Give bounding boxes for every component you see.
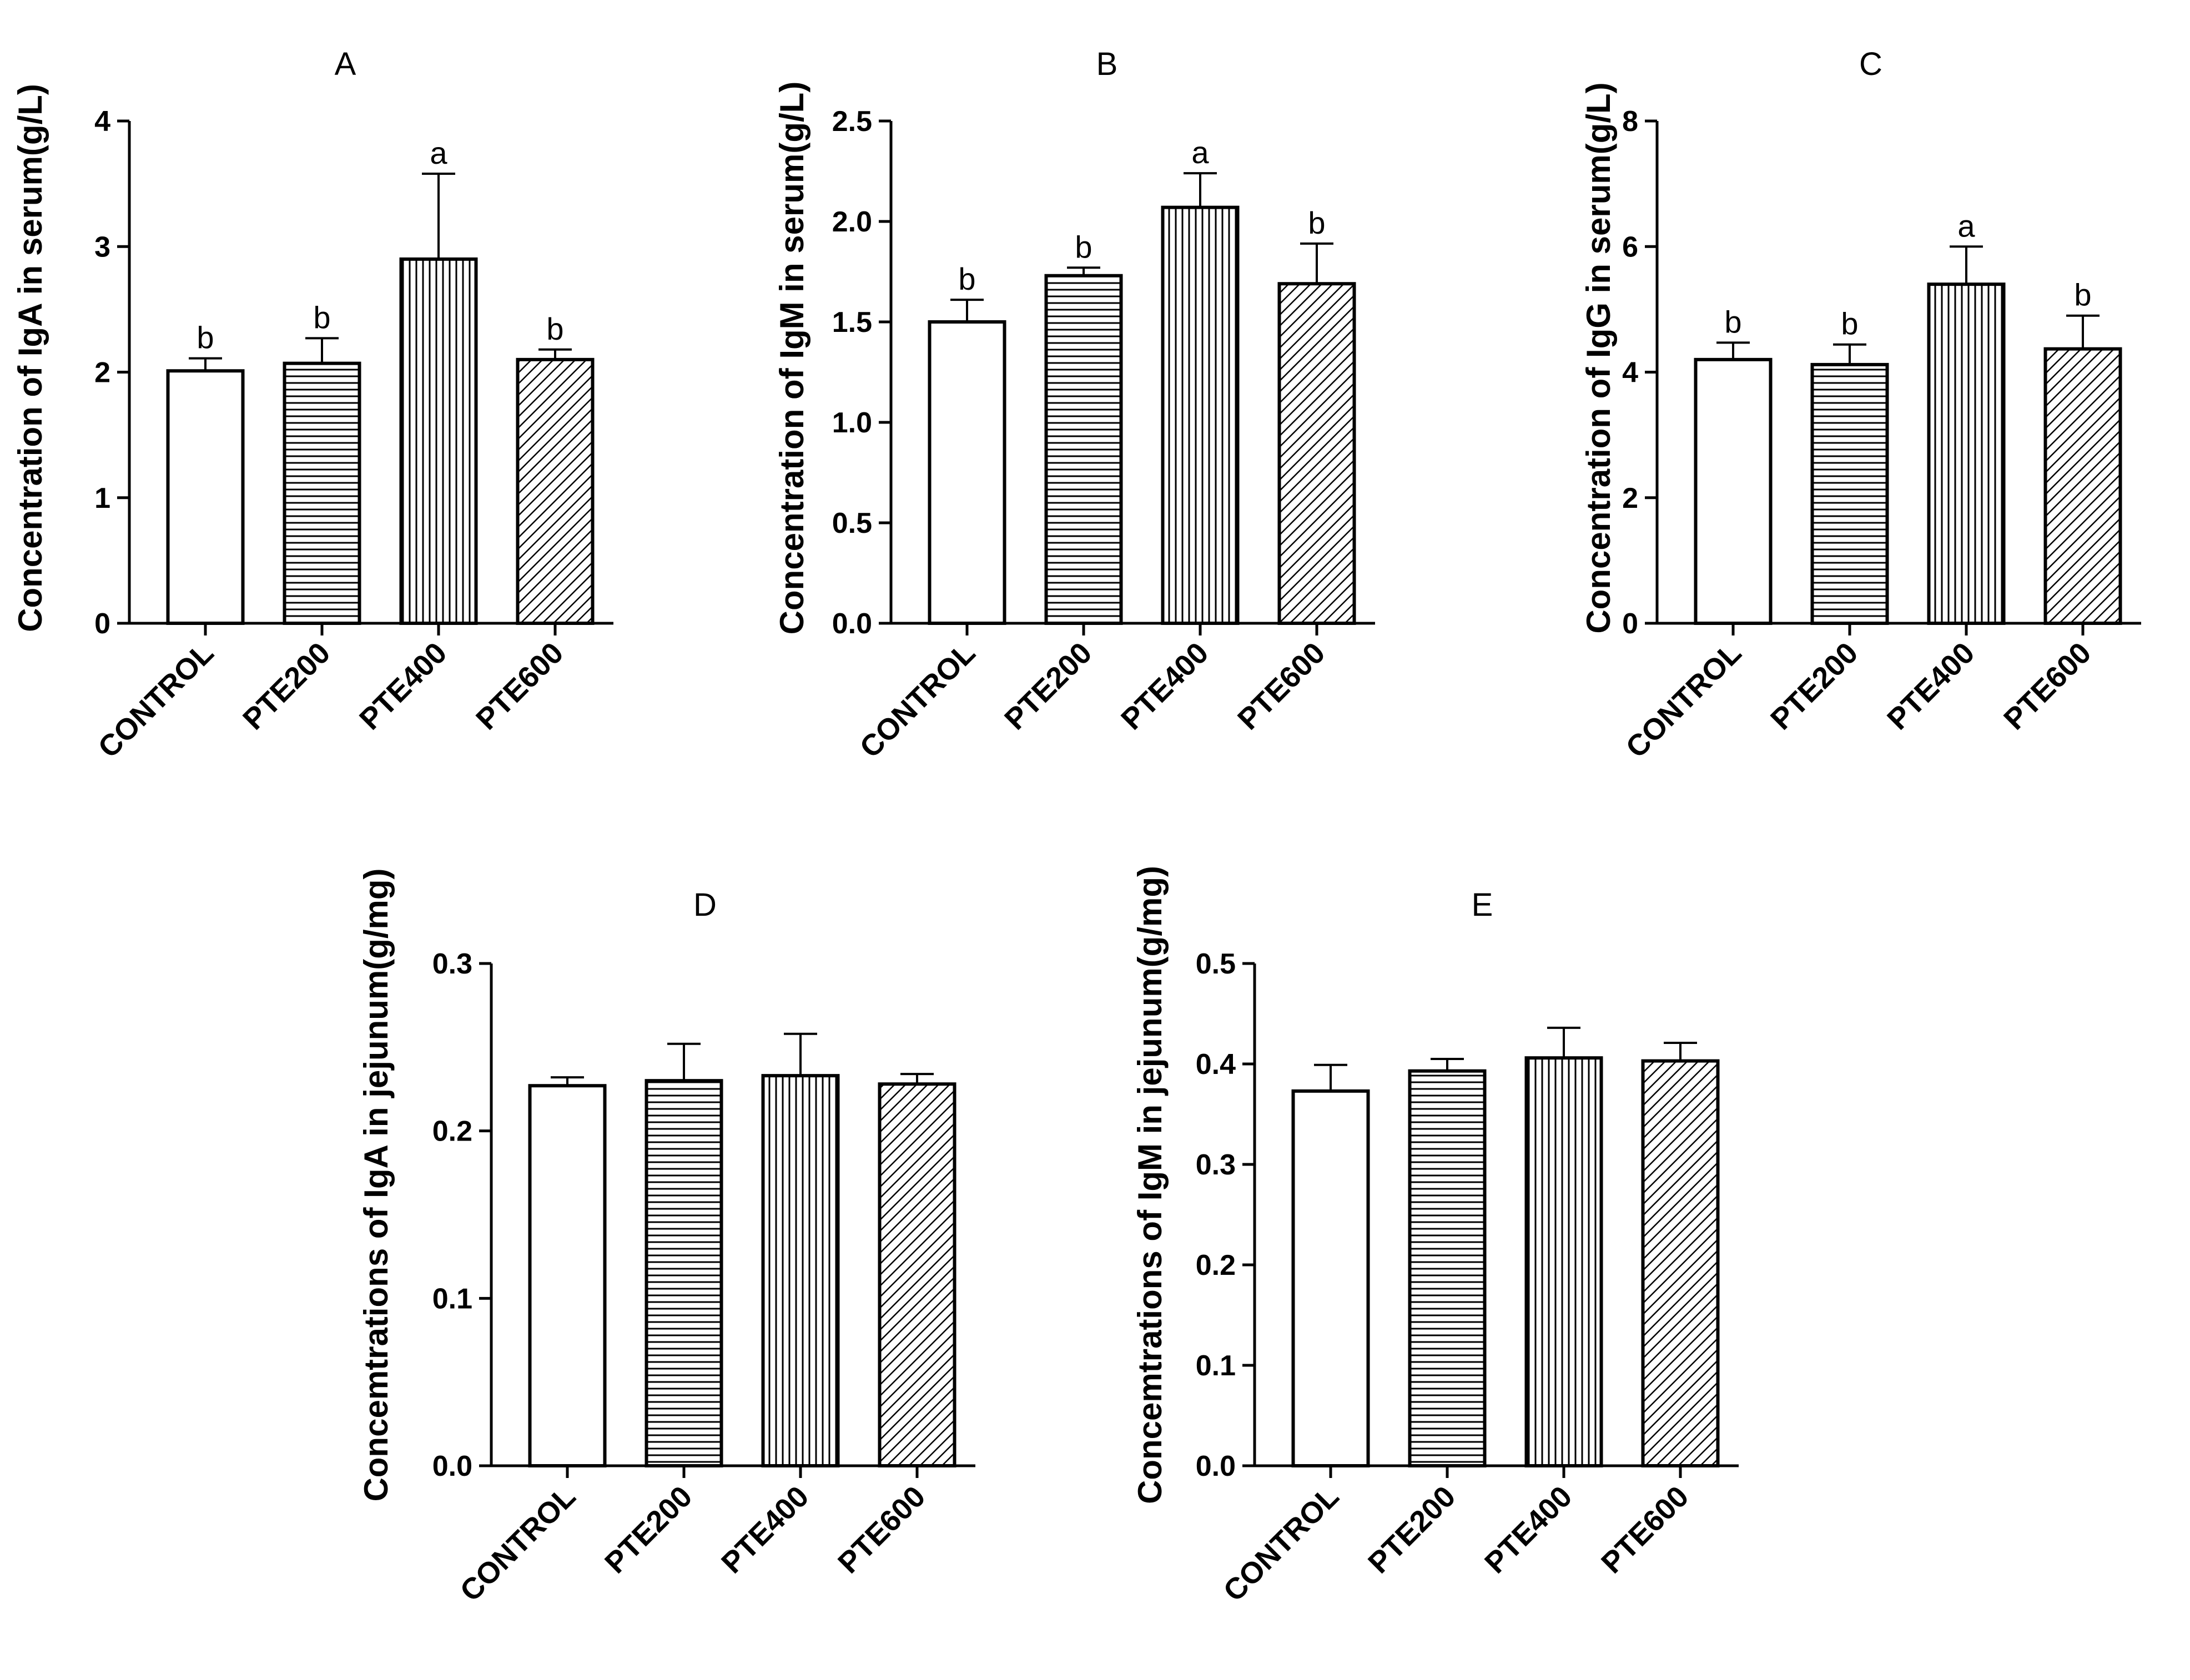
chart-panel-c: C Concentration of IgG in serum(g/L) 0 2 4 6 8… [1580,46,2141,764]
x-tick-label: PTE600 [832,1480,932,1580]
x-tick-label: CONTROL [1217,1480,1345,1608]
chart-title: B [1096,46,1118,82]
y-tick-label: 2 [94,357,110,389]
x-tick-label: PTE400 [1478,1480,1578,1580]
significance-label: b [1075,229,1092,264]
y-tick-label: 0.1 [432,1283,472,1315]
chart-title: C [1859,46,1882,82]
x-tick-label: CONTROL [1619,636,1748,764]
significance-label: b [958,261,975,296]
y-tick-label: 0.2 [432,1116,472,1148]
chart-title: D [693,887,717,923]
bar-control [928,320,1006,625]
bar-pte400 [1524,1056,1603,1467]
x-tick-label: PTE600 [470,636,570,736]
y-axis-label: Concemtrations of IgM in jejunum(g/mg) [1131,866,1169,1504]
bar-pte600 [1641,1059,1720,1467]
significance-label: b [1841,306,1858,341]
x-tick-label: PTE400 [1881,636,1981,736]
chart-panel-e: E Concemtrations of IgM in jejunum(g/mg) 0… [1131,866,1739,1608]
y-tick-label: 0.0 [832,608,872,640]
y-tick-label: 0.3 [432,948,472,980]
y-tick-label: 2 [1622,482,1638,514]
bar-pte400 [761,1074,840,1468]
bar-control [166,369,245,625]
y-axis-label: Concemtrations of IgA in jejunum(g/mg) [358,868,395,1501]
y-tick-label: 0.0 [432,1450,472,1482]
x-tick-label: PTE400 [715,1480,815,1580]
significance-label: a [1957,208,1975,243]
significance-label: b [1308,205,1325,240]
significance-label: b [546,311,563,346]
bar-pte200 [283,361,361,625]
y-tick-label: 3 [94,231,110,263]
bar-pte400 [399,257,478,625]
y-tick-label: 0.1 [1196,1350,1236,1382]
x-tick-label: PTE200 [1764,636,1864,736]
y-tick-label: 0.5 [832,507,872,539]
x-tick-label: CONTROL [853,636,981,764]
chart-title: A [335,46,356,82]
y-tick-label: 2.0 [832,206,872,238]
y-tick-label: 1.5 [832,306,872,339]
y-tick-label: 0.0 [1196,1450,1236,1482]
y-tick-label: 0.5 [1196,948,1236,980]
y-tick-label: 4 [94,105,110,138]
bar-pte400 [1161,205,1240,625]
x-tick-label: PTE200 [236,636,336,736]
bar-pte200 [1810,362,1889,625]
chart-panel-a: A Concentration of IgA in serum(g/L) 0 1 2 3 4… [12,46,613,764]
chart-title: E [1472,887,1493,923]
y-tick-label: 8 [1622,105,1638,138]
y-axis-label: Concentration of IgG in serum(g/L) [1580,82,1617,633]
y-tick-label: 0.3 [1196,1149,1236,1181]
significance-label: a [430,135,447,170]
x-tick-label: PTE600 [1595,1480,1695,1580]
bar-pte600 [2043,347,2122,625]
bar-pte600 [1277,282,1356,625]
x-tick-label: PTE600 [1997,636,2097,736]
y-tick-label: 4 [1622,357,1638,389]
significance-label: b [2074,278,2091,312]
x-tick-label: PTE600 [1231,636,1331,736]
y-axis-label: Concentration of IgM in serum(g/L) [773,82,810,635]
bar-pte400 [1927,282,2006,625]
bar-control [1694,357,1773,625]
bar-pte200 [1044,274,1123,625]
x-tick-label: PTE200 [1362,1480,1462,1580]
bar-control [528,1084,607,1467]
y-tick-label: 0.4 [1196,1048,1236,1081]
y-axis-label: Concentration of IgA in serum(g/L) [12,84,49,632]
significance-label: b [197,320,214,355]
significance-label: b [313,300,330,335]
y-tick-label: 2.5 [832,105,872,138]
bar-control [1291,1089,1370,1467]
bar-pte200 [1408,1069,1487,1468]
chart-panel-b: B Concentration of IgM in serum(g/L) 0.0 0.… [773,46,1375,764]
x-tick-label: PTE400 [353,636,453,736]
y-tick-label: 6 [1622,231,1638,263]
chart-panel-d: D Concemtrations of IgA in jejunum(g/mg) 0… [358,868,975,1608]
bar-pte600 [878,1082,956,1467]
x-tick-label: CONTROL [454,1480,582,1608]
y-tick-label: 0 [94,608,110,640]
y-tick-label: 0.2 [1196,1249,1236,1282]
x-tick-label: PTE200 [598,1480,698,1580]
bar-pte200 [645,1079,723,1467]
x-tick-label: PTE200 [998,636,1098,736]
significance-label: a [1191,135,1209,170]
bar-pte600 [516,357,595,625]
significance-label: b [1724,304,1741,339]
x-tick-label: CONTROL [92,636,220,764]
y-tick-label: 1.0 [832,407,872,439]
x-tick-label: PTE400 [1115,636,1215,736]
y-tick-label: 0 [1622,608,1638,640]
y-tick-label: 1 [94,482,110,514]
